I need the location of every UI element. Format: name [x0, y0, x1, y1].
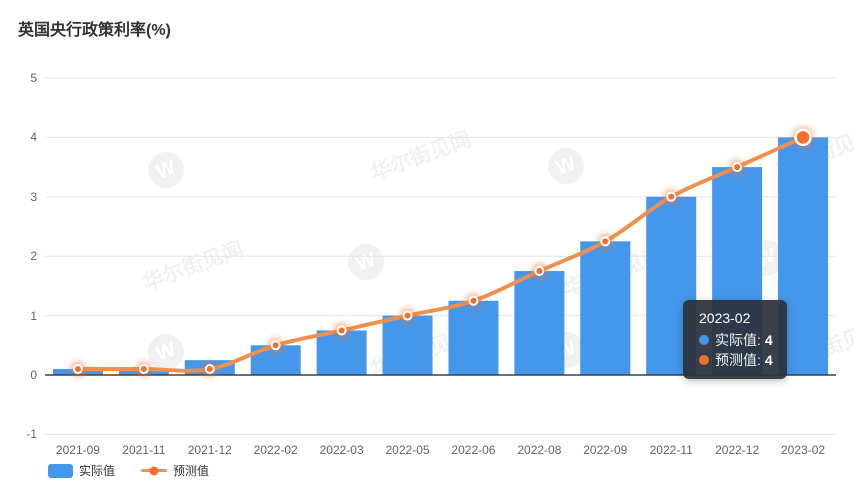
chart-tooltip: 2023-02 实际值: 4 预测值: 4 [683, 300, 787, 379]
legend-item-actual[interactable]: 实际值 [48, 462, 115, 479]
line-point-2022-09[interactable] [600, 236, 611, 247]
x-axis-label-2022-09: 2022-09 [583, 443, 628, 457]
line-point-2021-12[interactable] [204, 364, 215, 375]
legend-item-forecast[interactable]: 预测值 [141, 462, 209, 479]
x-axis-label-2022-05: 2022-05 [385, 443, 430, 457]
x-axis-label-2022-08: 2022-08 [517, 443, 562, 457]
x-axis-label-2022-06: 2022-06 [451, 443, 496, 457]
x-axis-label-2021-11: 2021-11 [122, 443, 166, 457]
bar-2022-08[interactable] [514, 271, 565, 375]
y-axis-label-4: 4 [30, 130, 37, 145]
tooltip-title: 2023-02 [699, 310, 751, 326]
line-point-2022-12[interactable] [732, 162, 743, 173]
bar-2022-06[interactable] [448, 300, 499, 375]
line-point-2022-06[interactable] [468, 295, 479, 306]
y-axis-label-3: 3 [30, 189, 37, 204]
line-point-2022-03[interactable] [336, 325, 347, 336]
bar-2022-09[interactable] [580, 241, 631, 375]
tooltip-row: 预测值: 4 [699, 350, 773, 370]
tooltip-value: 4 [764, 332, 773, 348]
line-series-legend-icon [141, 466, 168, 475]
y-axis-label-2: 2 [30, 249, 37, 264]
y-axis-label--1: -1 [26, 427, 37, 442]
x-axis-label-2021-12: 2021-12 [187, 443, 232, 457]
bar-series-legend-icon [48, 463, 73, 478]
line-point-2022-05[interactable] [402, 310, 413, 321]
y-axis-label-1: 1 [30, 308, 37, 323]
tooltip-label: 预测值: [715, 352, 761, 368]
y-axis-label-5: 5 [30, 71, 37, 85]
y-axis-label-0: 0 [30, 368, 37, 382]
line-point-2022-11[interactable] [666, 191, 677, 202]
legend-label-actual: 实际值 [79, 464, 116, 478]
line-point-2021-09[interactable] [72, 364, 83, 375]
x-axis-label-2022-11: 2022-11 [649, 443, 693, 457]
tooltip-series-dot-icon [699, 355, 709, 365]
bar-2022-05[interactable] [382, 315, 433, 375]
tooltip-series-dot-icon [699, 335, 709, 345]
x-axis-label-2022-02: 2022-02 [253, 443, 298, 457]
line-point-2022-08[interactable] [534, 266, 545, 277]
tooltip-row: 实际值: 4 [699, 330, 773, 350]
line-point-2021-11[interactable] [138, 364, 149, 375]
tooltip-label: 实际值: [715, 332, 761, 348]
legend-label-forecast: 预测值 [173, 464, 210, 478]
line-point-2023-02[interactable] [794, 128, 812, 147]
tooltip-value: 4 [764, 352, 773, 368]
chart-title: 英国央行政策利率(%) [18, 22, 171, 39]
chart-legend: 实际值 预测值 [48, 462, 209, 479]
x-axis-label-2022-03: 2022-03 [319, 443, 364, 457]
line-series-legend-dot-icon [149, 466, 159, 475]
x-axis-label-2023-02: 2023-02 [781, 443, 826, 457]
line-point-2022-02[interactable] [270, 340, 281, 351]
x-axis-label-2022-12: 2022-12 [715, 443, 760, 457]
x-axis-label-2021-09: 2021-09 [55, 443, 100, 457]
